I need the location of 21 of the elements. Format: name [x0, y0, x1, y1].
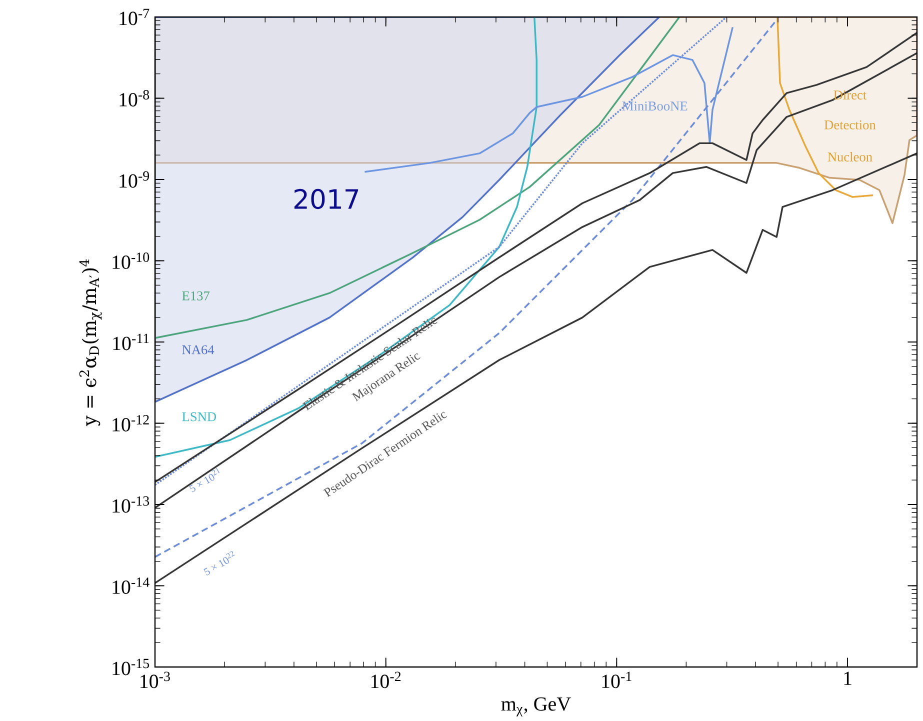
y-tick-label: 10$^{-14}$: [112, 578, 150, 594]
annotation: Nucleon: [828, 152, 872, 162]
x-tick-label: 1: [844, 672, 852, 685]
y-tick-label: 10$^{-10}$: [112, 252, 150, 269]
y-tick-label: 10$^{-9}$: [120, 171, 150, 188]
y-tick-label: 10$^{-11}$: [113, 334, 149, 350]
annotation: E137: [182, 291, 210, 300]
y-tick-label: 10$^{-8}$: [120, 90, 150, 106]
annotation: 5 × 10$^{22}$: [204, 551, 235, 576]
annotation: Detection: [824, 120, 876, 130]
x-axis-title: m$_{χ}$, GeV: [501, 697, 571, 716]
y-tick-label: 10$^{-7}$: [120, 8, 150, 26]
text: y = ϵ$^{2}$α$_{D}$(m$_{χ}$/m$_{A′}$)$^{4}$: [79, 259, 102, 426]
x-tick-label: 10$^{-1}$: [602, 672, 632, 688]
annotation: 2017: [294, 188, 358, 210]
annotation: 5 × 10$^{21}$: [189, 468, 220, 492]
annotation: LSND: [182, 412, 216, 422]
x-tick-label: 10$^{-2}$: [371, 672, 401, 688]
annotation: NA64: [182, 345, 214, 354]
y-tick-label: 10$^{-12}$: [112, 415, 149, 432]
y-tick-label: 10$^{-13}$: [112, 496, 150, 513]
